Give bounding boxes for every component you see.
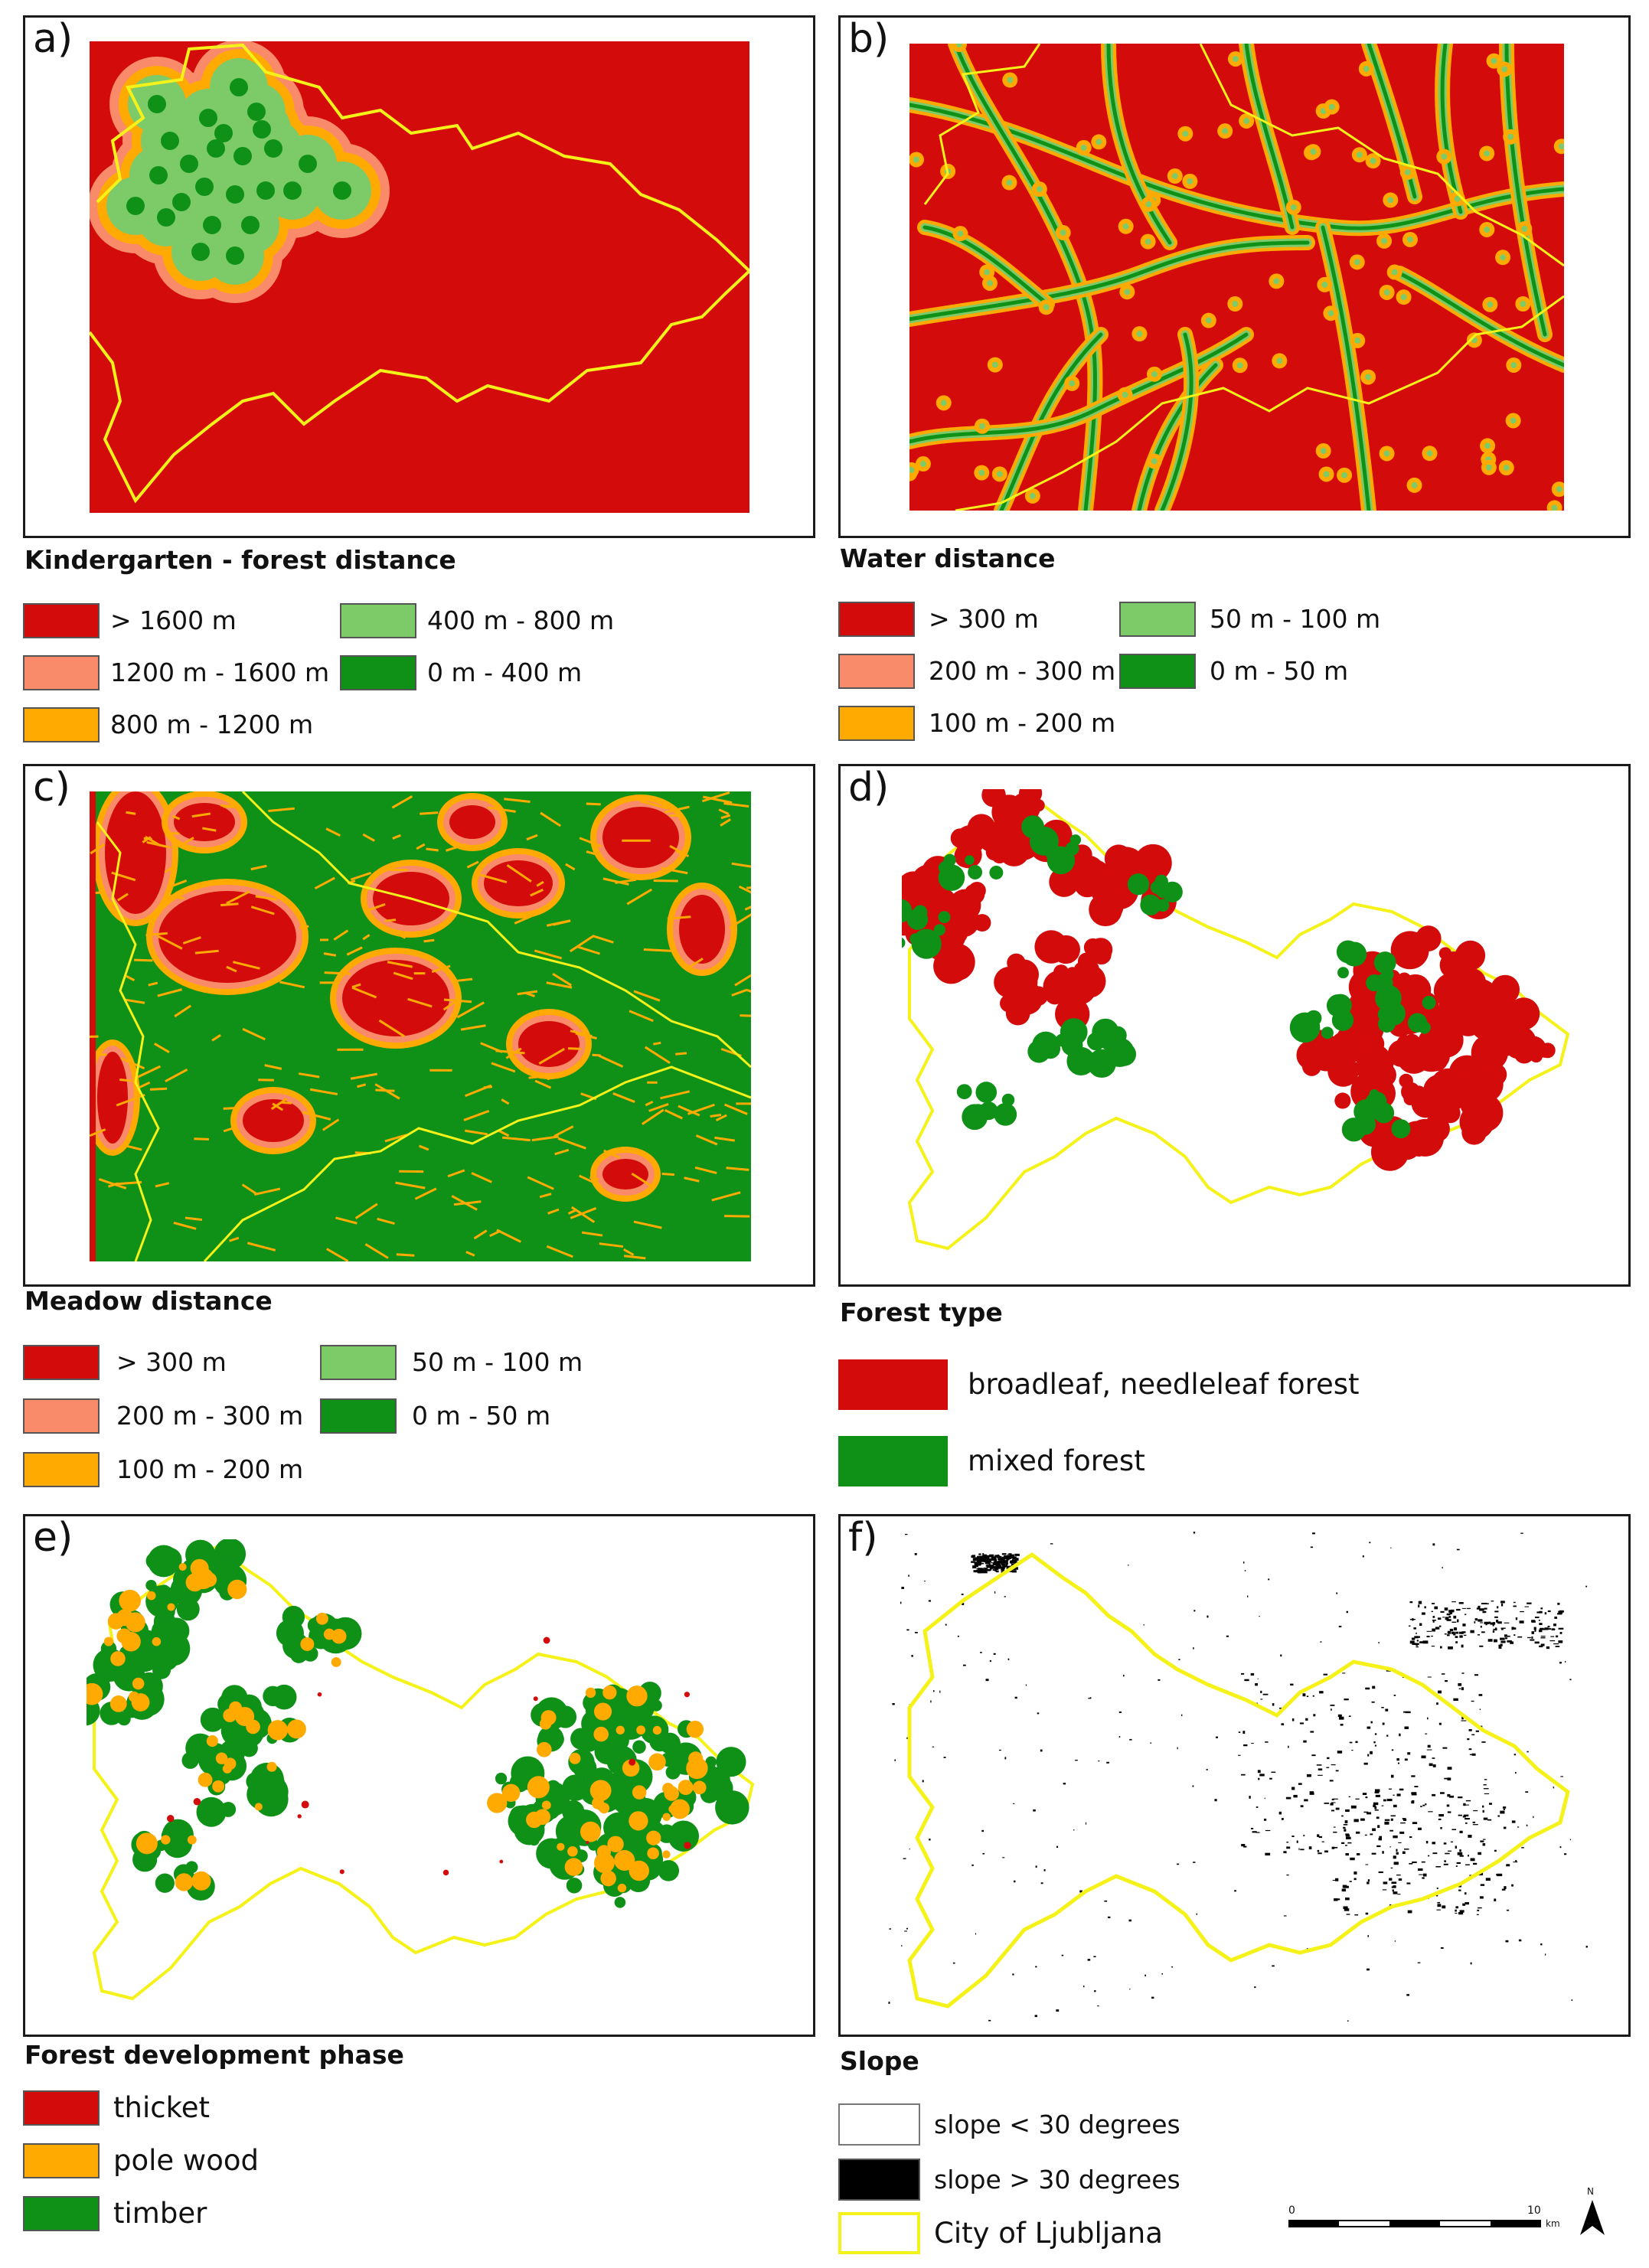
legend-swatch <box>838 602 915 637</box>
map-meadow-distance <box>90 791 751 1261</box>
legend-swatch <box>23 2090 100 2126</box>
legend-swatch <box>340 603 416 638</box>
scale-bar: 0 10 km <box>1288 2204 1560 2235</box>
legend-swatch <box>838 2212 920 2254</box>
legend-swatch <box>23 707 100 742</box>
legend-swatch <box>838 706 915 741</box>
panel-a-title: Kindergarten - forest distance <box>24 545 456 575</box>
scale-bar-graphic <box>1288 2220 1541 2227</box>
panel-c: c) <box>23 764 815 1287</box>
scale-end-label: 10 <box>1527 2204 1541 2217</box>
panel-letter: d) <box>848 765 890 811</box>
legend-swatch <box>320 1398 397 1434</box>
legend-swatch <box>838 2103 920 2146</box>
panel-f-title: Slope <box>840 2046 919 2076</box>
legend-swatch <box>838 1359 948 1410</box>
panel-letter: a) <box>33 16 73 62</box>
legend-label: broadleaf, needleleaf forest <box>968 1368 1360 1401</box>
panel-c-title: Meadow distance <box>24 1286 273 1316</box>
north-label: N <box>1587 2186 1594 2197</box>
legend-swatch <box>320 1345 397 1380</box>
legend-label: mixed forest <box>968 1444 1145 1477</box>
legend-label: 50 m - 100 m <box>1210 604 1381 634</box>
legend-label: 800 m - 1200 m <box>110 710 314 739</box>
legend-label: > 300 m <box>929 604 1039 634</box>
panel-e-title: Forest development phase <box>24 2040 404 2070</box>
map-kindergarten-distance <box>90 41 749 513</box>
legend-label: > 300 m <box>116 1347 227 1377</box>
map-forest-development <box>87 1539 755 2001</box>
legend-label: 100 m - 200 m <box>116 1454 304 1484</box>
map-forest-type <box>902 789 1570 1251</box>
legend-swatch <box>23 2196 100 2231</box>
legend-label: 0 m - 400 m <box>427 658 583 687</box>
legend-swatch <box>23 1345 100 1380</box>
legend-label: pole wood <box>113 2144 259 2177</box>
panel-letter: b) <box>848 16 890 62</box>
scale-unit-label: km <box>1546 2218 1560 2229</box>
panel-f: f) <box>838 1514 1631 2037</box>
legend-label: timber <box>113 2197 207 2230</box>
legend-label: slope < 30 degrees <box>934 2110 1180 2139</box>
legend-label: thicket <box>113 2091 210 2124</box>
panel-b: b) <box>838 15 1631 538</box>
panel-d: d) <box>838 764 1631 1287</box>
legend-label: > 1600 m <box>110 605 237 635</box>
legend-swatch <box>23 1398 100 1434</box>
legend-swatch <box>23 1452 100 1487</box>
legend-label: 100 m - 200 m <box>929 708 1116 738</box>
panel-letter: e) <box>33 1515 73 1561</box>
panel-letter: c) <box>33 765 70 811</box>
panel-a: a) <box>23 15 815 538</box>
panel-letter: f) <box>848 1515 878 1561</box>
panel-e: e) <box>23 1514 815 2037</box>
legend-swatch <box>1119 654 1196 689</box>
panel-d-title: Forest type <box>840 1297 1003 1327</box>
legend-swatch <box>1119 602 1196 637</box>
legend-swatch <box>838 654 915 689</box>
legend-label: 0 m - 50 m <box>1210 656 1349 686</box>
legend-swatch <box>23 603 100 638</box>
panel-b-title: Water distance <box>840 543 1056 573</box>
north-arrow: N <box>1577 2186 1608 2240</box>
map-slope <box>888 1532 1588 2022</box>
legend-label: 400 m - 800 m <box>427 605 615 635</box>
legend-label: 50 m - 100 m <box>412 1347 583 1377</box>
legend-label: City of Ljubljana <box>934 2217 1163 2250</box>
scale-start-label: 0 <box>1288 2204 1295 2217</box>
north-arrow-icon <box>1580 2200 1605 2235</box>
legend-label: slope > 30 degrees <box>934 2165 1180 2195</box>
legend-swatch <box>23 2143 100 2178</box>
map-water-distance <box>909 44 1564 511</box>
legend-label: 1200 m - 1600 m <box>110 658 330 687</box>
legend-swatch <box>23 655 100 690</box>
legend-label: 0 m - 50 m <box>412 1401 551 1431</box>
legend-swatch <box>838 1436 948 1486</box>
legend-swatch <box>340 655 416 690</box>
legend-label: 200 m - 300 m <box>929 656 1116 686</box>
legend-label: 200 m - 300 m <box>116 1401 304 1431</box>
legend-swatch <box>838 2159 920 2201</box>
